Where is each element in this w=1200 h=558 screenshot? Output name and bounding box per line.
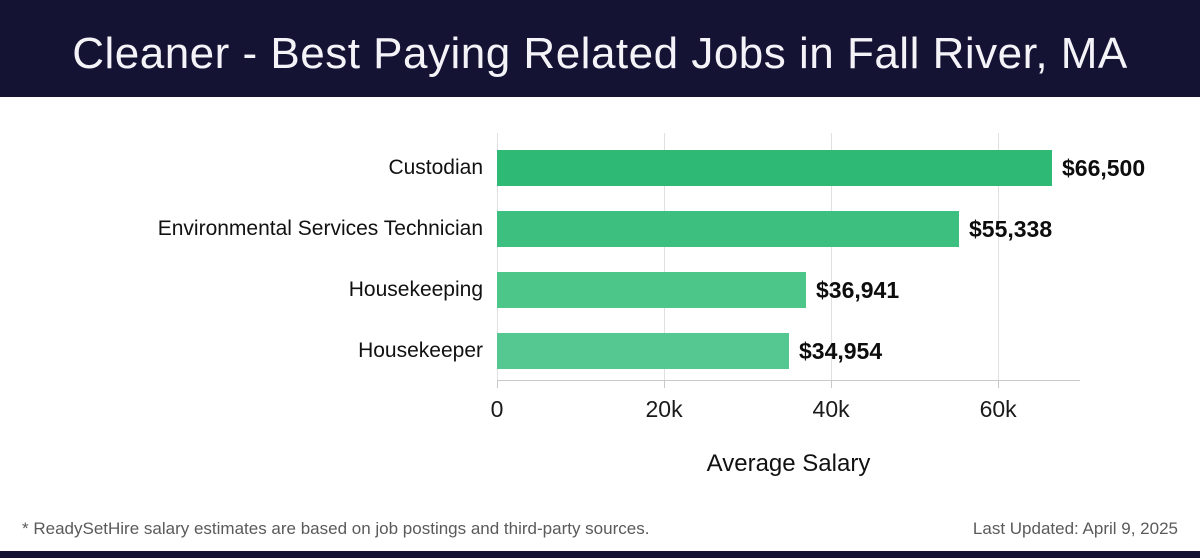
x-axis-title: Average Salary bbox=[706, 450, 871, 477]
page-title: Cleaner - Best Paying Related Jobs in Fa… bbox=[72, 28, 1128, 78]
bar bbox=[497, 333, 789, 369]
x-tick-label: 0 bbox=[490, 396, 504, 422]
footer-accent-bar bbox=[0, 551, 1200, 558]
header-bar: Cleaner - Best Paying Related Jobs in Fa… bbox=[0, 0, 1200, 97]
category-label: Custodian bbox=[388, 156, 483, 179]
category-label: Housekeeper bbox=[358, 339, 483, 362]
x-tickmark bbox=[831, 380, 833, 388]
x-gridline bbox=[664, 133, 666, 380]
x-tickmark bbox=[497, 380, 498, 388]
category-label: Housekeeping bbox=[348, 278, 483, 301]
x-tickmark bbox=[998, 380, 1000, 388]
bar bbox=[497, 150, 1052, 186]
bar-value-label: $36,941 bbox=[816, 277, 900, 303]
footer-last-updated: Last Updated: April 9, 2025 bbox=[972, 519, 1178, 538]
category-label: Environmental Services Technician bbox=[157, 217, 483, 240]
x-tick-label: 40k bbox=[812, 396, 850, 422]
footer-disclaimer: * ReadySetHire salary estimates are base… bbox=[22, 519, 650, 538]
x-axis-line bbox=[497, 380, 1080, 381]
x-tickmark bbox=[664, 380, 666, 388]
bar bbox=[497, 211, 959, 247]
x-gridline bbox=[998, 133, 1000, 380]
x-tick-label: 20k bbox=[645, 396, 683, 422]
bar-value-label: $55,338 bbox=[969, 216, 1053, 242]
x-tick-label: 60k bbox=[979, 396, 1017, 422]
bar-value-label: $66,500 bbox=[1062, 155, 1146, 181]
x-gridline bbox=[831, 133, 833, 380]
bar bbox=[497, 272, 806, 308]
x-gridline bbox=[497, 133, 498, 380]
bar-value-label: $34,954 bbox=[799, 338, 883, 364]
